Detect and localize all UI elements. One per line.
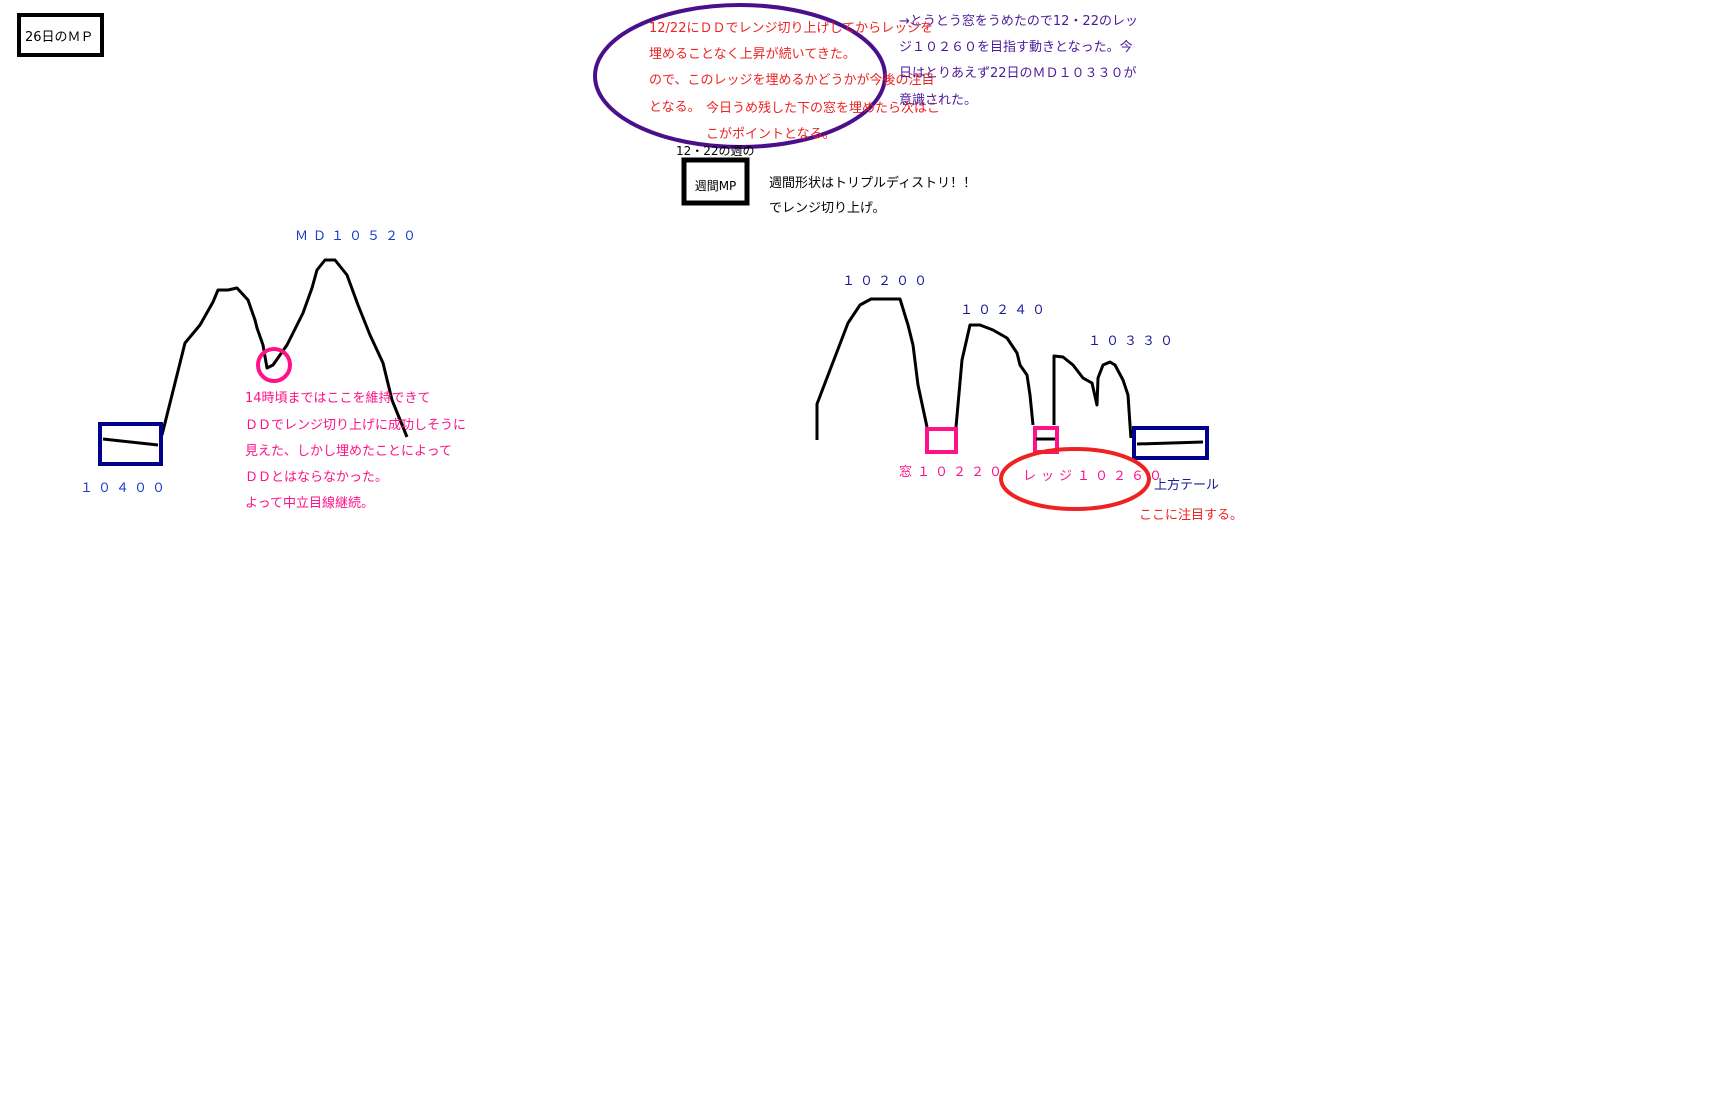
ellipse-line: 12/22にＤＤでレンジ切り上げしてからレッジを <box>649 21 934 36</box>
ellipse-line: 今日うめ残した下の窓を埋めたら次はこ <box>706 101 941 116</box>
week-box: 週間MP <box>694 179 737 193</box>
note-line: 見えた、しかし埋めたことによって <box>245 444 452 459</box>
window-label: 窓１０２２０ <box>899 465 1008 480</box>
peak3-label: １０３３０ <box>1088 334 1179 349</box>
note-line: ＤＤでレンジ切り上げに成功しそうに <box>245 418 467 433</box>
ellipse-line: ので、このレッジを埋めるかどうかが今後の注目 <box>649 73 935 88</box>
title-box-frame <box>17 13 104 57</box>
right-profile-curve-1 <box>815 297 929 440</box>
tail-box-line <box>1136 440 1204 446</box>
window-box <box>925 427 958 454</box>
low-box-line <box>102 437 159 447</box>
title-box: 26日のＭＰ <box>25 30 94 45</box>
week-caption: 12・22の週の <box>676 144 755 158</box>
update-line: 日はとりあえず22日のＭＤ１０３３０が <box>899 66 1137 81</box>
ellipse-line: こがポイントとなる。 <box>706 127 836 142</box>
low-box <box>98 422 163 466</box>
tail-box <box>1132 426 1209 460</box>
left-profile-curve <box>160 258 409 438</box>
update-line: →とうとう窓をうめたので12・22のレッ <box>899 14 1138 29</box>
note-line: 14時頃まではここを維持できて <box>245 391 431 406</box>
update-line: 意識された。 <box>899 93 978 108</box>
ellipse-line: となる。 <box>649 100 701 115</box>
right-profile-curve-3 <box>1052 354 1133 439</box>
note-line: ＤＤとはならなかった。 <box>245 470 389 485</box>
md-label: ＭＤ１０５２０ <box>295 229 422 244</box>
peak1-label: １０２００ <box>842 274 933 289</box>
tail-label: 上方テール <box>1154 478 1220 493</box>
ellipse-line: 埋めることなく上昇が続いてきた。 <box>649 47 856 62</box>
low-label: １０４００ <box>80 481 171 496</box>
right-profile-curve-2 <box>954 323 1035 428</box>
note-line: よって中立目線継続。 <box>245 496 374 511</box>
ledge-ellipse <box>999 447 1151 511</box>
peak2-label: １０２４０ <box>960 303 1051 318</box>
ledge-label: レッジ１０２６０ <box>1023 469 1168 484</box>
update-line: ジ１０２６０を目指す動きとなった。今 <box>899 40 1133 55</box>
note-ellipse <box>593 3 887 149</box>
support-circle <box>256 347 292 383</box>
week-box-frame <box>681 157 750 206</box>
week-note: でレンジ切り上げ。 <box>769 201 886 216</box>
tail-note: ここに注目する。 <box>1139 508 1244 523</box>
week-note: 週間形状はトリプルディストリ！！ <box>769 176 977 191</box>
